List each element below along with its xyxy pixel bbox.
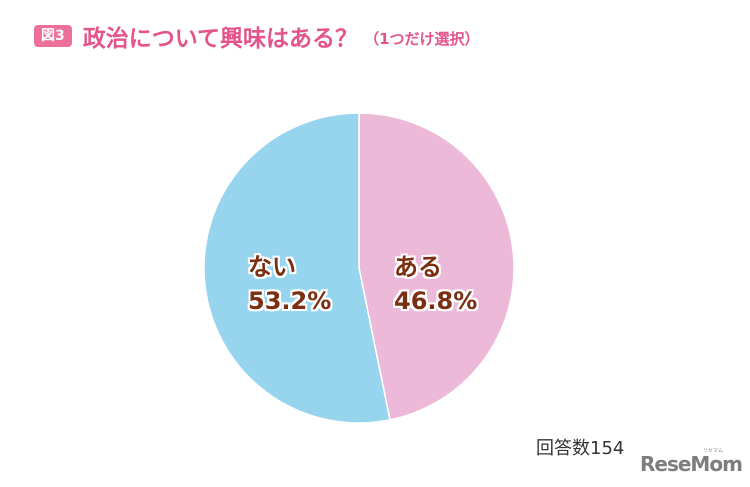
chart-subtitle: （1つだけ選択）: [364, 29, 480, 48]
slice-label-value: 46.8%: [394, 287, 478, 315]
slice-label-aru: ある 46.8%: [394, 250, 477, 318]
slice-label-value: 53.2%: [248, 287, 332, 315]
slice-label-nai: ない 53.2%: [248, 250, 331, 318]
slice-label-name: ある: [394, 253, 442, 281]
response-count: 回答数154: [536, 438, 625, 459]
slice-label-name: ない: [248, 253, 296, 281]
resemom-logo: ReseMom: [640, 452, 743, 476]
pie-slice-aru: [358, 112, 515, 421]
chart-title: 政治について興味はある？: [82, 26, 359, 52]
pie-slice-nai: [203, 112, 391, 424]
logo-ruby: リセマム: [703, 448, 724, 454]
chart-header: 図3 政治について興味はある？ （1つだけ選択）: [34, 21, 480, 52]
figure-badge: 図3: [34, 25, 72, 47]
